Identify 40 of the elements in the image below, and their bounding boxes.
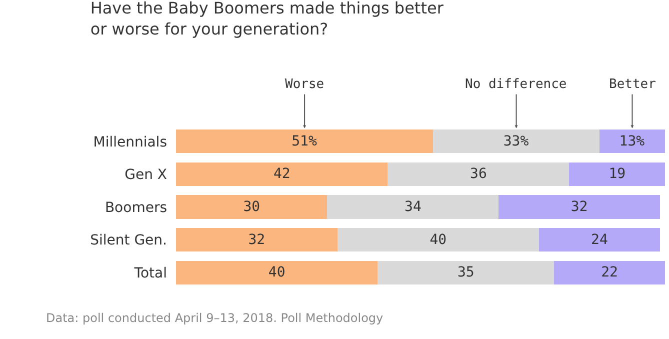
data-label: 13% [619,133,646,150]
y-tick-label: Gen X [124,167,168,184]
bar [569,162,665,186]
data-label: 30 [243,199,260,215]
data-label: 35 [457,264,474,281]
bar [337,228,539,252]
data-label: 33% [503,133,530,150]
data-label: 40 [430,232,447,248]
data-label: 34 [404,199,422,215]
bar [176,162,388,186]
text: No difference [465,77,567,92]
bar [378,260,554,284]
data-label: 36 [470,166,487,182]
bar [554,260,665,284]
bar [176,130,434,154]
data-label: 32 [248,232,266,248]
data-label: 42 [273,166,290,182]
text: Worse [285,77,324,92]
data-label: 22 [601,264,618,281]
data-label: 19 [608,166,626,182]
data-label: 40 [268,264,286,281]
bar [498,195,660,219]
bar [176,228,338,252]
bar [176,195,328,219]
bar [327,195,499,219]
data-label: 24 [591,232,608,248]
text: Data: poll conducted April 9–13, 2018. Poll Methodology [46,311,384,325]
y-tick-label: Silent Gen. [90,232,167,249]
chart-title: Have the Baby Boomers made things better or worse for your generation? [90,0,444,38]
data-label: 32 [570,199,588,215]
text: Better [609,77,656,92]
bar [388,162,570,186]
bar [176,260,378,284]
bar [538,228,660,252]
data-label: 51% [292,133,318,150]
bar [433,130,600,154]
bar [599,130,665,154]
y-tick-label: Boomers [104,200,167,216]
y-tick-label: Total [133,266,167,282]
y-tick-label: Millennials [93,134,167,150]
